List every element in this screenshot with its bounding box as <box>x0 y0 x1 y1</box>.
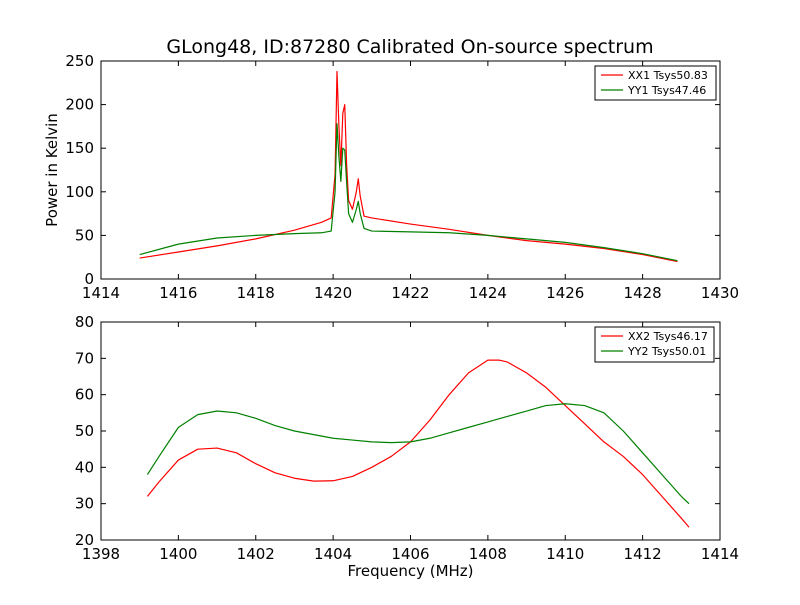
x-tick-label: 1406 <box>391 545 429 563</box>
legend: XX2 Tsys46.17 YY2 Tsys50.01 <box>594 326 715 363</box>
legend-label: YY2 Tsys50.01 <box>627 345 706 358</box>
x-axis-label: Frequency (MHz) <box>347 562 473 580</box>
legend-label: YY1 Tsys47.46 <box>627 84 706 97</box>
y-tick-label: 150 <box>65 139 94 157</box>
x-tick-label: 1430 <box>701 284 739 302</box>
x-tick-label: 1424 <box>469 284 507 302</box>
x-tick-label: 1408 <box>469 545 507 563</box>
y-tick-label: 20 <box>75 531 94 549</box>
upper-spectrum-panel: 1414 1416 1418 1420 1422 1424 1426 1428 1430 0 50 1… <box>43 52 739 302</box>
x-tick-label: 1414 <box>82 284 120 302</box>
series-line-yy1 <box>139 123 678 262</box>
x-tick-label: 1416 <box>159 284 197 302</box>
x-tick-label: 1412 <box>624 545 662 563</box>
y-tick-label: 50 <box>75 422 94 440</box>
y-tick-label: 100 <box>65 183 94 201</box>
y-tick-label: 40 <box>75 458 94 476</box>
x-tick-label: 1400 <box>159 545 197 563</box>
legend-box <box>594 65 717 101</box>
legend-label: XX2 Tsys46.17 <box>628 330 708 343</box>
x-tick-label: 1422 <box>391 284 429 302</box>
y-axis-label: Power in Kelvin <box>43 113 61 227</box>
x-tick-label: 1420 <box>314 284 352 302</box>
y-tick-label: 50 <box>75 226 94 244</box>
legend: XX1 Tsys50.83 YY1 Tsys47.46 <box>594 65 717 101</box>
x-tick-label: 1418 <box>237 284 275 302</box>
x-tick-label: 1404 <box>314 545 352 563</box>
x-tick-label: 1428 <box>624 284 662 302</box>
x-tick-label: 1414 <box>701 545 739 563</box>
y-tick-label: 80 <box>75 313 94 331</box>
legend-box <box>594 326 715 363</box>
x-tick-label: 1398 <box>82 545 120 563</box>
x-tick-label: 1410 <box>546 545 584 563</box>
y-tick-label: 30 <box>75 495 94 513</box>
legend-label: XX1 Tsys50.83 <box>628 69 708 82</box>
y-tick-label: 70 <box>75 349 94 367</box>
x-tick-label: 1402 <box>237 545 275 563</box>
y-tick-label: 60 <box>75 386 94 404</box>
series-line-xx2 <box>146 359 690 528</box>
chart-title: GLong48, ID:87280 Calibrated On-source s… <box>166 36 653 58</box>
x-tick-label: 1426 <box>546 284 584 302</box>
lower-spectrum-panel: 1398 1400 1402 1404 1406 1408 1410 1412 1414 20 30… <box>75 313 739 580</box>
y-tick-label: 0 <box>84 270 94 288</box>
series-line-yy2 <box>146 403 690 505</box>
y-tick-label: 250 <box>65 52 94 70</box>
y-tick-label: 200 <box>65 96 94 114</box>
